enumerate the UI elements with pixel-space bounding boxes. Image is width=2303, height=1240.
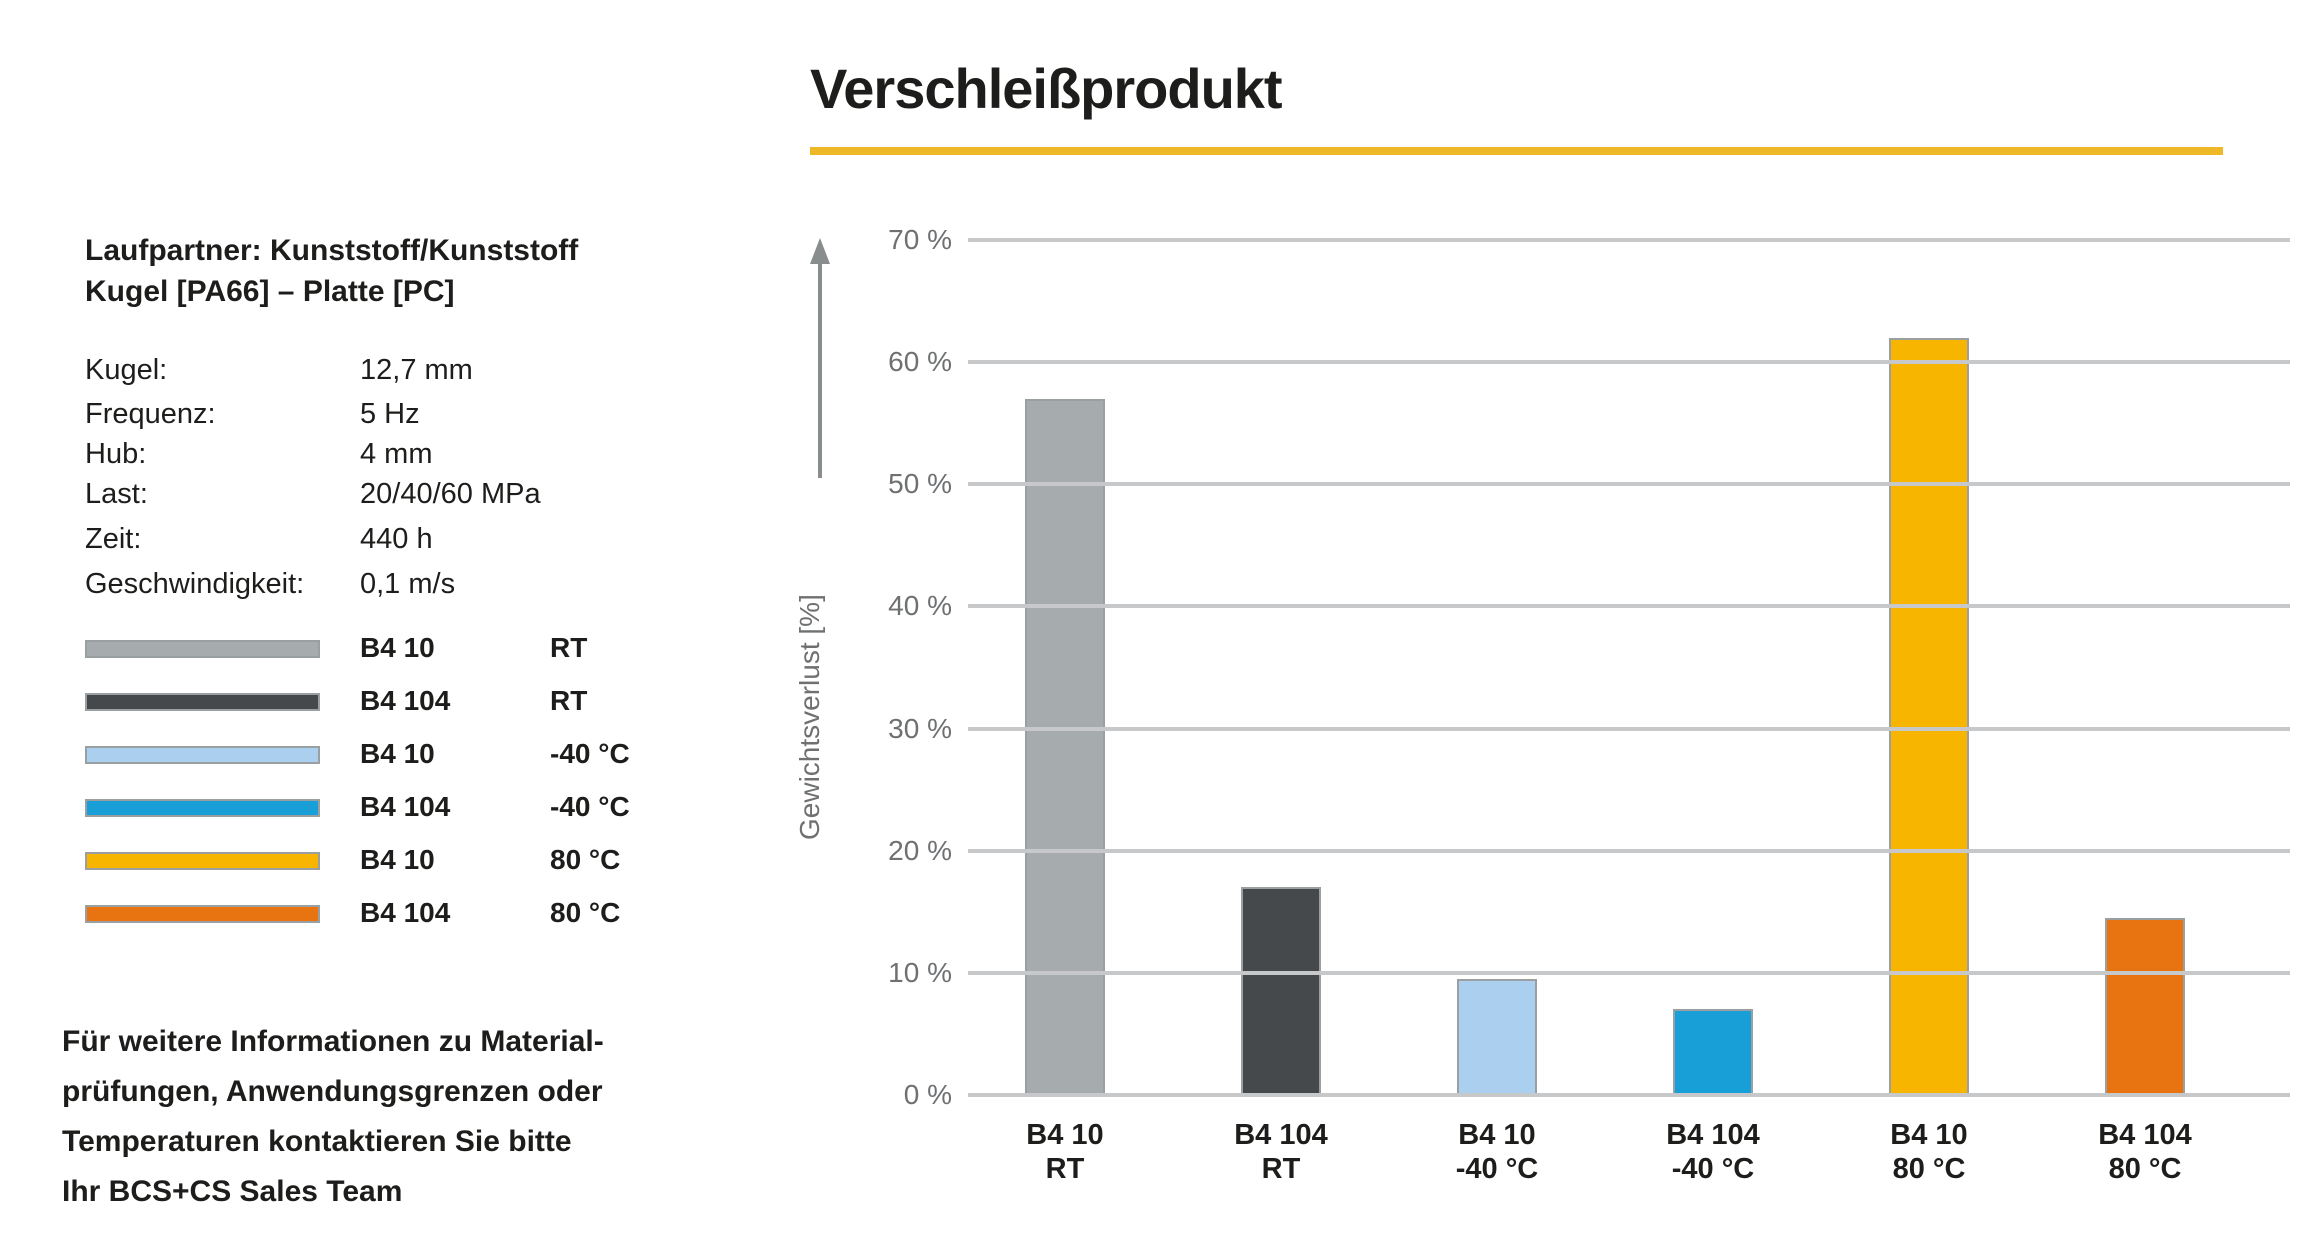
y-tick-label: 10 % — [888, 956, 952, 988]
x-axis-label: B4 104 80 °C — [2035, 1118, 2255, 1186]
x-label-material-code: B4 10 — [1890, 1119, 1968, 1151]
legend-temperature: -40 °C — [550, 738, 630, 769]
y-tick-label: 20 % — [888, 834, 952, 866]
param-value: 0,1 m/s — [360, 568, 456, 600]
gridline — [968, 1093, 2290, 1097]
y-tick-label: 70 % — [888, 224, 952, 255]
footnote-line: Temperaturen kontaktieren Sie bitte — [62, 1125, 572, 1158]
y-tick-label: 40 % — [888, 590, 952, 622]
legend-material-code: B4 104 — [360, 685, 451, 716]
x-label-material-code: B4 10 — [1458, 1119, 1536, 1151]
legend-material-code: B4 104 — [360, 791, 451, 822]
param-label: Last: — [85, 478, 148, 510]
param-value: 440 h — [360, 523, 433, 555]
legend-temperature: RT — [550, 685, 588, 716]
x-label-temperature: 80 °C — [1892, 1153, 1966, 1185]
x-label-temperature: RT — [1045, 1153, 1085, 1185]
param-value: 5 Hz — [360, 398, 420, 430]
x-axis-label: B4 10 -40 °C — [1387, 1118, 1607, 1186]
legend-swatch — [85, 746, 320, 764]
bar-B4-104--40°C — [1673, 1009, 1753, 1095]
footnote-line: Ihr BCS+CS Sales Team — [62, 1175, 403, 1208]
param-label: Frequenz: — [85, 398, 216, 430]
page-title: Verschleißprodukt — [810, 57, 1283, 120]
x-label-material-code: B4 104 — [2098, 1119, 2192, 1151]
x-label-material-code: B4 104 — [1666, 1119, 1760, 1151]
legend-swatch — [85, 640, 320, 658]
legend-swatch — [85, 693, 320, 711]
param-label: Geschwindigkeit: — [85, 568, 305, 600]
param-label: Hub: — [85, 438, 147, 470]
param-label: Kugel: — [85, 354, 168, 386]
param-value: 12,7 mm — [360, 354, 473, 386]
y-axis-arrow-shaft — [818, 262, 822, 478]
legend-swatch — [85, 852, 320, 870]
y-tick-label: 60 % — [888, 346, 952, 378]
legend-row: B4 10 80 °C — [85, 845, 620, 875]
x-axis-label: B4 104 RT — [1171, 1118, 1391, 1186]
legend-material-code: B4 104 — [360, 897, 451, 928]
gridline — [968, 482, 2290, 487]
x-axis-label: B4 10 80 °C — [1819, 1118, 2039, 1186]
plot-area — [968, 238, 2290, 1097]
x-label-temperature: -40 °C — [1455, 1153, 1539, 1185]
legend-material-code: B4 10 — [360, 632, 435, 663]
param-label: Zeit: — [85, 523, 142, 555]
y-axis-title: Gewichtsverlust [%] — [794, 594, 825, 840]
legend-row: B4 10 RT — [85, 633, 605, 663]
gridline — [968, 848, 2290, 853]
test-setup-header: Laufpartner: Kunststoff/Kunststoff Kugel… — [85, 230, 578, 312]
x-label-material-code: B4 104 — [1234, 1119, 1328, 1151]
y-tick-label: 50 % — [888, 468, 952, 500]
x-axis-label: B4 104 -40 °C — [1603, 1118, 1823, 1186]
y-tick-label: 30 % — [888, 712, 952, 744]
legend-swatch — [85, 799, 320, 817]
x-axis-label: B4 10 RT — [955, 1118, 1175, 1186]
x-label-temperature: -40 °C — [1671, 1153, 1755, 1185]
gridline — [968, 726, 2290, 731]
x-label-material-code: B4 10 — [1026, 1119, 1104, 1151]
title-accent-rule — [810, 147, 2223, 155]
gridline — [968, 604, 2290, 609]
bar-B4-104-RT — [1241, 887, 1321, 1095]
param-value: 20/40/60 MPa — [360, 478, 541, 510]
y-tick-label: 0 % — [903, 1079, 952, 1110]
gridline — [968, 970, 2290, 975]
legend-row: B4 10 -40 °C — [85, 739, 630, 769]
x-label-temperature: RT — [1261, 1153, 1301, 1185]
footnote-line: prüfungen, Anwendungsgrenzen oder — [62, 1075, 603, 1108]
x-label-temperature: 80 °C — [2108, 1153, 2182, 1185]
legend-temperature: -40 °C — [550, 791, 630, 822]
legend-temperature: RT — [550, 632, 588, 663]
legend-temperature: 80 °C — [550, 844, 621, 875]
test-setup-header-line1: Laufpartner: Kunststoff/Kunststoff — [85, 234, 579, 267]
legend-row: B4 104 80 °C — [85, 898, 620, 928]
gridline — [968, 360, 2290, 365]
y-axis-arrow-icon — [810, 238, 830, 264]
test-setup-header-line2: Kugel [PA66] – Platte [PC] — [85, 275, 455, 308]
legend-material-code: B4 10 — [360, 738, 435, 769]
gridline — [968, 238, 2290, 242]
legend-row: B4 104 RT — [85, 686, 605, 716]
bar-B4-10-80°C — [1889, 338, 1969, 1095]
bar-B4-104-80°C — [2105, 918, 2185, 1095]
bar-B4-10--40°C — [1457, 979, 1537, 1095]
legend-swatch — [85, 905, 320, 923]
bar-B4-10-RT — [1025, 399, 1105, 1095]
footnote-line: Für weitere Informationen zu Material- — [62, 1025, 604, 1058]
legend-material-code: B4 10 — [360, 844, 435, 875]
legend-row: B4 104 -40 °C — [85, 792, 630, 822]
param-value: 4 mm — [360, 438, 433, 470]
legend-temperature: 80 °C — [550, 897, 621, 928]
